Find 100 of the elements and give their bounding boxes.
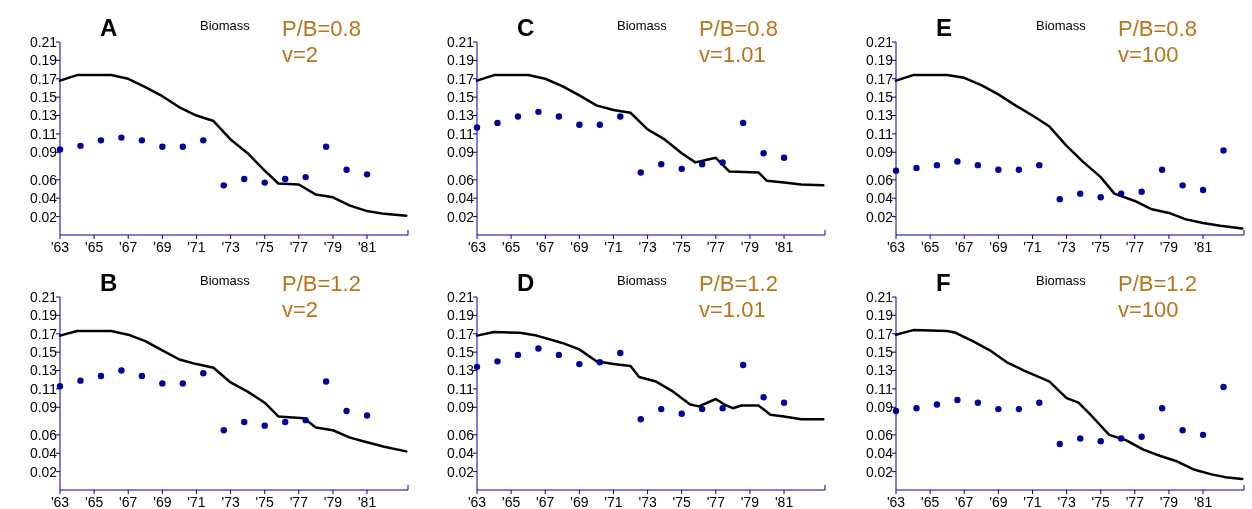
x-tick-label: '77: [706, 494, 726, 509]
point: [514, 113, 522, 120]
point: [220, 427, 227, 434]
x-tick-label: '67: [955, 494, 974, 509]
x-tick-label: '67: [536, 239, 555, 255]
point: [658, 161, 665, 168]
x-tick-label: '63: [467, 494, 487, 509]
point: [535, 345, 542, 352]
point: [138, 372, 146, 380]
x-tick-label: '71: [1023, 239, 1042, 255]
annotation: v=1.01: [699, 42, 766, 67]
x-tick-label: '63: [50, 239, 70, 255]
point: [1056, 195, 1063, 203]
text: P/B=1.2: [282, 271, 361, 296]
y-tick-label: 0.02: [447, 463, 475, 480]
point: [261, 179, 268, 186]
point: [322, 378, 330, 385]
point: [343, 407, 350, 415]
y-tick-label: 0.11: [30, 125, 58, 142]
point: [1077, 435, 1084, 442]
point: [514, 351, 522, 359]
point: [159, 380, 166, 387]
point: [159, 143, 166, 150]
y-tick-label: 0.11: [30, 380, 58, 397]
y-tick-label: 0.13: [866, 107, 894, 124]
text: Biomass: [617, 18, 668, 33]
point: [1117, 435, 1125, 442]
y-tick-label: 0.09: [30, 144, 58, 161]
y-tick-label: 0.09: [30, 399, 58, 416]
point: [913, 164, 920, 172]
y-tick-label: 0.04: [866, 445, 894, 462]
point: [241, 175, 248, 183]
point: [698, 161, 706, 168]
y-tick-label: 0.19: [30, 52, 58, 69]
point: [719, 159, 726, 166]
y-tick-label: 0.11: [447, 380, 475, 397]
point: [637, 169, 644, 176]
point: [678, 165, 685, 173]
x-tick-label: '77: [1125, 239, 1145, 255]
chart-title: E: [936, 14, 953, 41]
point: [555, 351, 563, 359]
point: [933, 401, 941, 408]
point: [760, 150, 767, 157]
point: [1220, 147, 1227, 154]
point: [77, 142, 84, 150]
point: [555, 113, 563, 120]
y-tick-label: 0.13: [447, 107, 475, 124]
x-tick-label: '81: [357, 239, 377, 255]
annotation: v=2: [282, 297, 319, 322]
x-tick-label: '71: [604, 494, 623, 509]
point: [995, 166, 1002, 173]
y-tick-label: 0.17: [866, 325, 894, 342]
x-tick-label: '69: [153, 239, 172, 255]
y-tick-label: 0.09: [447, 399, 475, 416]
y-tick-label: 0.19: [447, 307, 475, 324]
point: [1036, 161, 1043, 169]
y-tick-label: 0.21: [447, 33, 475, 50]
line-series: [58, 329, 408, 453]
y-tick-label: 0.06: [447, 426, 475, 443]
y-tick-label: 0.09: [447, 144, 475, 161]
x-tick-label: '73: [1057, 494, 1076, 509]
x-tick-label: '77: [289, 494, 309, 509]
x-tick-label: '69: [989, 239, 1008, 255]
point: [1097, 194, 1104, 201]
x-tick-label: '71: [1023, 494, 1042, 509]
point: [1077, 190, 1084, 197]
y-tick-label: 0.04: [866, 190, 894, 207]
point: [780, 399, 788, 406]
point: [1138, 188, 1145, 196]
line-series: [894, 328, 1244, 481]
x-tick-label: '77: [1125, 494, 1145, 509]
y-tick-label: 0.13: [447, 362, 475, 379]
chart-title: A: [100, 14, 118, 41]
y-tick-label: 0.17: [30, 70, 58, 87]
x-tick-label: '63: [50, 494, 70, 509]
x-tick-label: '63: [886, 239, 906, 255]
x-tick-label: '79: [1159, 494, 1179, 509]
y-tick-label: 0.21: [30, 33, 58, 50]
x-tick-label: '81: [357, 494, 377, 509]
x-tick-label: '79: [1159, 239, 1179, 255]
point: [698, 405, 706, 413]
point: [576, 360, 583, 368]
y-tick-label: 0.19: [30, 307, 58, 324]
x-tick-label: '81: [1193, 239, 1213, 255]
y-tick-label: 0.02: [866, 463, 894, 480]
point: [302, 416, 309, 424]
point: [494, 358, 501, 365]
point: [678, 410, 685, 417]
y-tick-label: 0.15: [30, 344, 58, 361]
x-tick-label: '75: [255, 494, 275, 509]
y-tick-label: 0.17: [866, 70, 894, 87]
x-tick-label: '67: [955, 239, 974, 255]
x-tick-label: '75: [1091, 494, 1111, 509]
point: [281, 175, 289, 183]
x-tick-label: '77: [706, 239, 726, 255]
point: [1138, 433, 1145, 440]
x-tick-label: '69: [570, 494, 589, 509]
point: [617, 113, 624, 120]
x-tick-label: '73: [221, 239, 240, 255]
y-tick-label: 0.17: [447, 70, 475, 87]
